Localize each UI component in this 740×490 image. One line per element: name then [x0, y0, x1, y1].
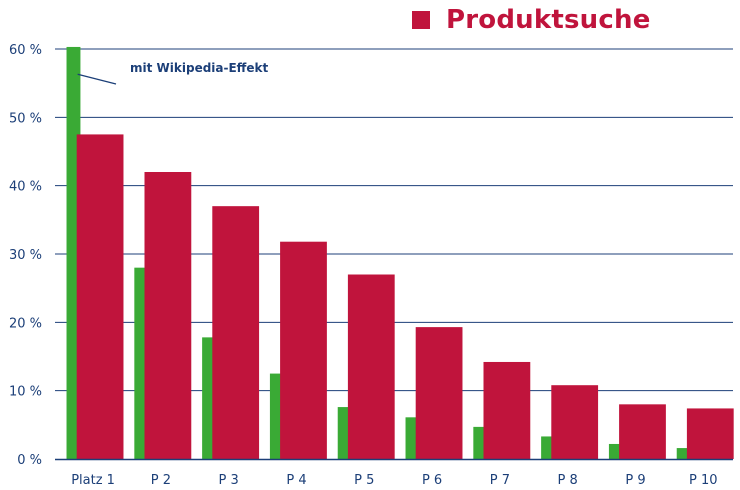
annotation-label: mit Wikipedia-Effekt	[130, 61, 269, 75]
bar-produktsuche	[144, 172, 192, 459]
bar-produktsuche	[415, 327, 463, 459]
bar-series-1	[676, 448, 691, 459]
x-tick-label: P 6	[422, 473, 442, 488]
x-tick-label: P 8	[558, 473, 578, 488]
y-tick-label: 0 %	[17, 453, 42, 468]
legend-swatch-produktsuche	[412, 11, 430, 29]
bar-produktsuche	[483, 361, 531, 459]
legend-label-produktsuche: Produktsuche	[446, 5, 651, 35]
x-tick-label: P 5	[354, 473, 374, 488]
bar-produktsuche	[76, 134, 124, 459]
x-tick-label: P 10	[689, 473, 718, 488]
y-tick-label: 40 %	[9, 180, 42, 195]
annotation-pointer	[77, 73, 117, 85]
y-tick-label: 60 %	[9, 43, 42, 58]
y-tick-label: 10 %	[9, 385, 42, 400]
x-tick-label: P 3	[219, 473, 239, 488]
x-tick-label: Platz 1	[71, 473, 115, 488]
x-tick-label: P 9	[625, 473, 645, 488]
x-tick-label: P 7	[490, 473, 510, 488]
bar-produktsuche	[686, 408, 734, 459]
y-tick-label: 50 %	[9, 111, 42, 126]
bar-produktsuche	[212, 206, 260, 459]
legend: Produktsuche	[412, 2, 651, 38]
bar-produktsuche	[280, 241, 327, 459]
bar-produktsuche	[347, 274, 395, 459]
bar-produktsuche	[619, 404, 666, 459]
y-tick-label: 20 %	[9, 316, 42, 331]
x-tick-label: P 4	[286, 473, 306, 488]
y-tick-label: 30 %	[9, 248, 42, 263]
bar-produktsuche	[551, 385, 599, 459]
x-tick-label: P 2	[151, 473, 171, 488]
